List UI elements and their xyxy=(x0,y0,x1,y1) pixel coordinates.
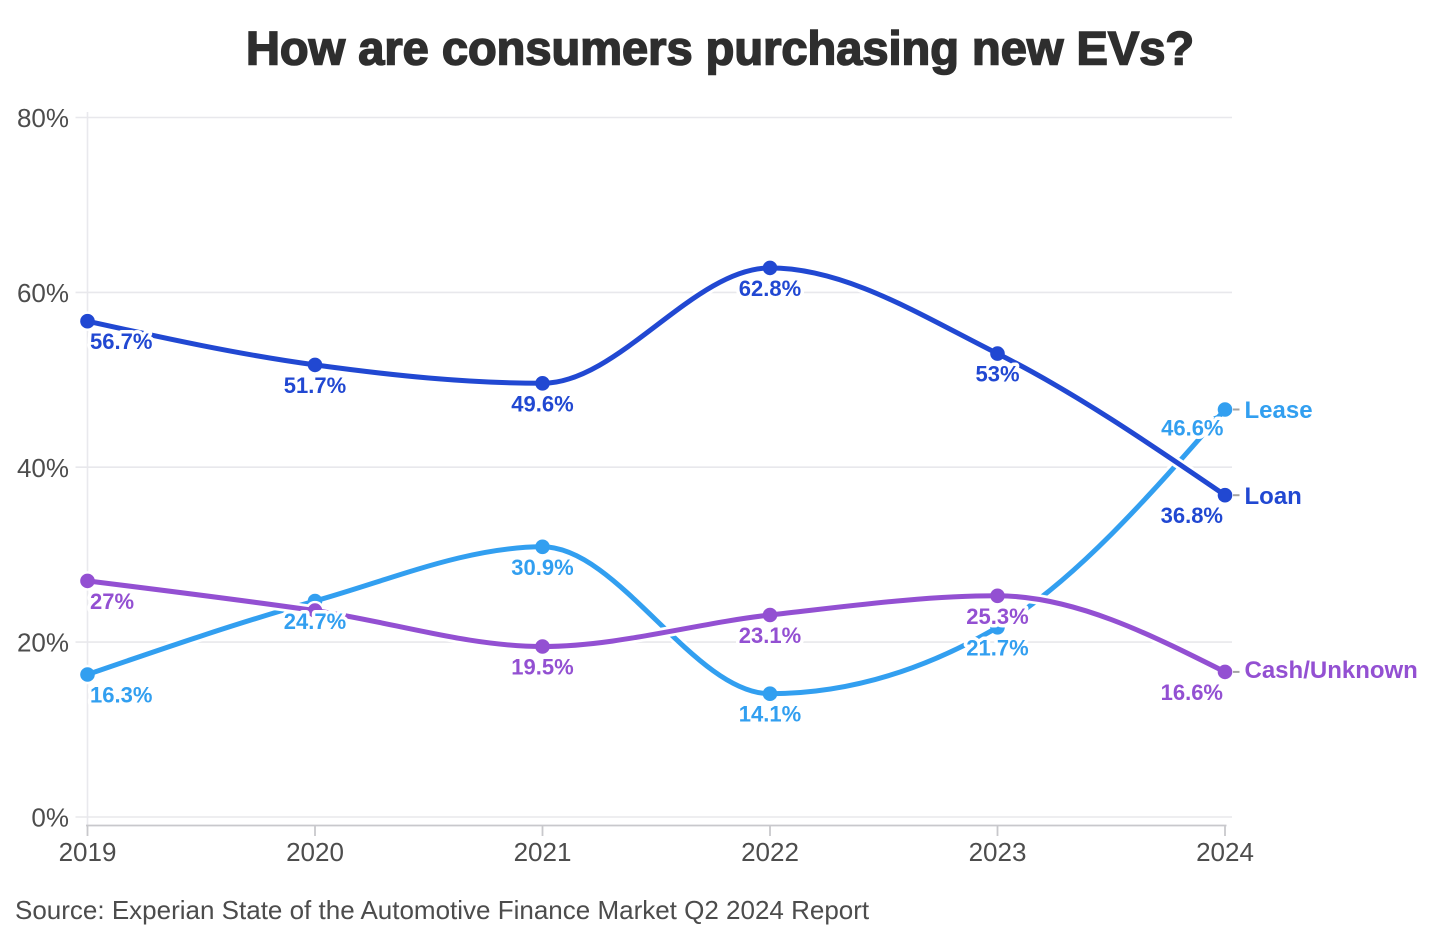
svg-text:Cash/Unknown: Cash/Unknown xyxy=(1245,657,1418,684)
svg-text:24.7%: 24.7% xyxy=(284,609,346,634)
svg-text:2021: 2021 xyxy=(514,837,572,867)
svg-text:19.5%: 19.5% xyxy=(511,655,573,680)
svg-text:56.7%: 56.7% xyxy=(90,329,152,354)
svg-text:Loan: Loan xyxy=(1245,483,1302,510)
svg-text:49.6%: 49.6% xyxy=(511,391,573,416)
svg-text:46.6%: 46.6% xyxy=(1161,416,1223,441)
svg-text:80%: 80% xyxy=(17,103,69,133)
svg-text:60%: 60% xyxy=(17,278,69,308)
svg-text:23.1%: 23.1% xyxy=(739,623,801,648)
svg-text:2019: 2019 xyxy=(59,837,117,867)
svg-text:0%: 0% xyxy=(31,803,69,833)
svg-text:27%: 27% xyxy=(90,589,134,614)
svg-text:16.6%: 16.6% xyxy=(1161,680,1223,705)
svg-text:20%: 20% xyxy=(17,628,69,658)
svg-text:Lease: Lease xyxy=(1245,397,1313,424)
svg-text:21.7%: 21.7% xyxy=(966,635,1028,660)
svg-text:2024: 2024 xyxy=(1196,837,1254,867)
svg-text:2020: 2020 xyxy=(286,837,344,867)
svg-text:2022: 2022 xyxy=(741,837,799,867)
svg-text:14.1%: 14.1% xyxy=(739,702,801,727)
svg-text:51.7%: 51.7% xyxy=(284,373,346,398)
svg-text:53%: 53% xyxy=(975,362,1019,387)
svg-text:30.9%: 30.9% xyxy=(511,555,573,580)
svg-text:62.8%: 62.8% xyxy=(739,276,801,301)
svg-text:2023: 2023 xyxy=(969,837,1027,867)
svg-text:How are consumers purchasing n: How are consumers purchasing new EVs? xyxy=(246,22,1194,75)
svg-text:36.8%: 36.8% xyxy=(1161,503,1223,528)
svg-text:Source: Experian State of the: Source: Experian State of the Automotive… xyxy=(15,895,870,925)
svg-text:16.3%: 16.3% xyxy=(90,683,152,708)
svg-text:25.3%: 25.3% xyxy=(966,604,1028,629)
svg-text:40%: 40% xyxy=(17,453,69,483)
